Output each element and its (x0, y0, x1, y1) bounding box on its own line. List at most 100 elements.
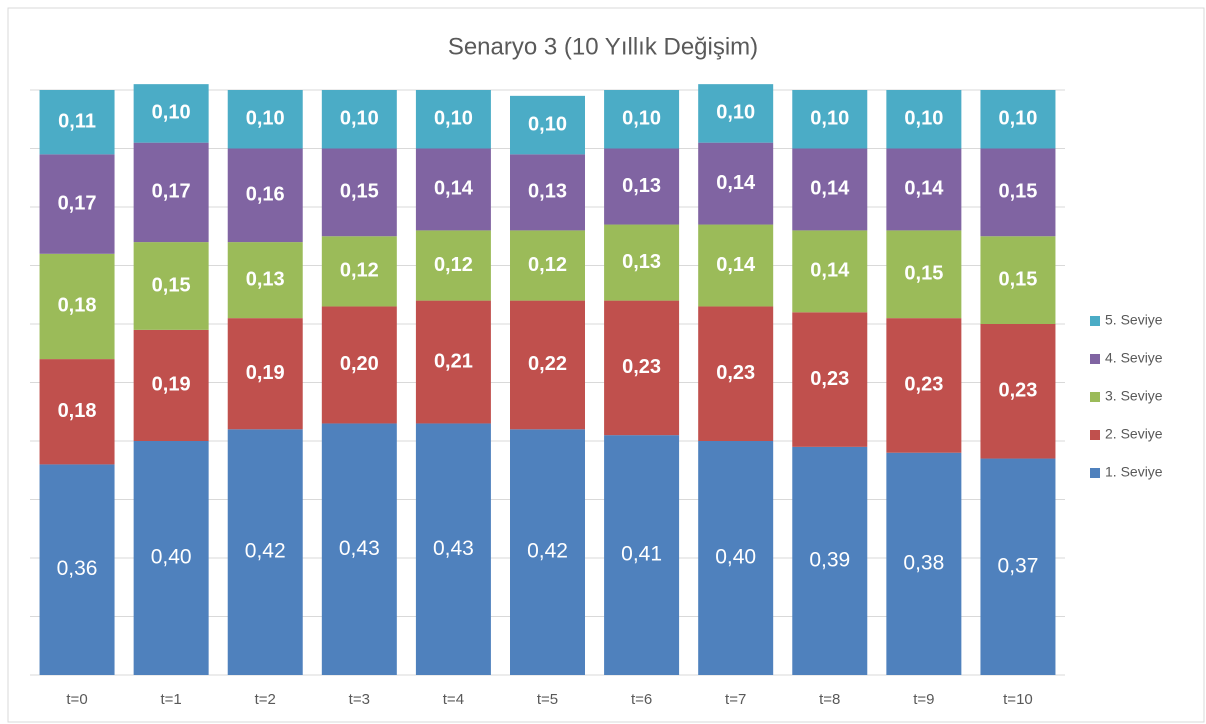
legend-swatch (1090, 430, 1100, 440)
data-label: 0,10 (622, 108, 661, 130)
bar-segment (604, 435, 680, 675)
legend-label: 1. Seviye (1105, 464, 1163, 480)
legend-label: 4. Seviye (1105, 350, 1163, 366)
bar-segment (321, 236, 397, 307)
data-label: 0,19 (246, 362, 285, 384)
data-label: 0,14 (810, 178, 850, 200)
x-tick-label: t=2 (255, 691, 276, 708)
bar-segment (133, 329, 209, 441)
legend-swatch (1090, 392, 1100, 402)
data-label: 0,21 (434, 350, 473, 372)
data-label: 0,43 (433, 537, 474, 560)
data-label: 0,10 (904, 108, 943, 130)
data-label: 0,14 (904, 178, 944, 200)
bar-segment (792, 148, 868, 231)
bar-segment (227, 318, 303, 430)
bar-segment (321, 90, 397, 149)
bar-segment (321, 306, 397, 424)
data-label: 0,37 (998, 554, 1039, 577)
bar-segment (980, 148, 1056, 237)
bar-segment (39, 253, 115, 360)
data-label: 0,14 (810, 260, 850, 282)
data-label: 0,18 (58, 400, 97, 422)
data-label: 0,40 (715, 546, 756, 569)
bar-segment (39, 90, 115, 155)
bar-segment (698, 441, 774, 675)
bar-segment (886, 452, 962, 675)
data-label: 0,11 (58, 110, 96, 132)
bar-segment (604, 224, 680, 301)
data-label: 0,39 (809, 548, 850, 571)
data-label: 0,17 (152, 181, 191, 203)
data-label: 0,19 (152, 374, 191, 396)
bar-segment (698, 306, 774, 441)
bar-segment (604, 300, 680, 436)
legend-label: 3. Seviye (1105, 388, 1163, 404)
bar-segment (133, 242, 209, 330)
data-label: 0,22 (528, 353, 567, 375)
bar-segment (39, 154, 115, 254)
bar-segment (604, 90, 680, 149)
x-tick-label: t=10 (1003, 691, 1033, 708)
data-label: 0,10 (716, 102, 755, 124)
data-label: 0,10 (810, 108, 849, 130)
bar-segment (39, 464, 115, 675)
data-label: 0,38 (903, 551, 944, 574)
bar-segment (510, 154, 585, 231)
chart-title: Senaryo 3 (10 Yıllık Değişim) (448, 33, 758, 60)
data-label: 0,14 (716, 254, 756, 276)
bar-segment (510, 230, 585, 301)
data-label: 0,10 (998, 108, 1037, 130)
data-label: 0,17 (58, 192, 97, 214)
data-label: 0,15 (998, 268, 1037, 290)
data-label: 0,13 (622, 175, 661, 197)
x-tick-label: t=6 (631, 691, 652, 708)
data-label: 0,36 (57, 557, 98, 580)
bar-segment (133, 142, 209, 243)
data-label: 0,10 (434, 108, 473, 130)
x-tick-label: t=9 (913, 691, 934, 708)
bar-segment (227, 90, 303, 149)
data-label: 0,18 (58, 295, 97, 317)
data-label: 0,23 (622, 356, 661, 378)
bar-segment (792, 90, 868, 149)
data-label: 0,12 (434, 254, 473, 276)
bar-segment (698, 224, 774, 307)
x-tick-label: t=8 (819, 691, 840, 708)
data-label: 0,23 (810, 368, 849, 390)
legend-swatch (1090, 316, 1100, 326)
data-label: 0,42 (245, 540, 286, 563)
data-label: 0,14 (716, 172, 756, 194)
data-label: 0,42 (527, 540, 568, 563)
legend-label: 5. Seviye (1105, 312, 1163, 328)
data-label: 0,10 (528, 113, 567, 135)
data-label: 0,10 (246, 108, 285, 130)
data-label: 0,10 (340, 108, 379, 130)
data-label: 0,15 (340, 181, 379, 203)
data-label: 0,15 (998, 181, 1037, 203)
data-label: 0,43 (339, 537, 380, 560)
data-label: 0,20 (340, 353, 379, 375)
x-tick-label: t=3 (349, 691, 370, 708)
bar-segment (980, 236, 1056, 324)
bar-segment (321, 148, 397, 237)
bar-segment (415, 90, 491, 149)
x-tick-label: t=7 (725, 691, 746, 708)
bar-segment (510, 95, 585, 155)
x-tick-label: t=0 (66, 691, 87, 708)
bar-segment (698, 142, 774, 225)
bar-segment (604, 148, 680, 225)
data-label: 0,12 (528, 254, 567, 276)
data-label: 0,10 (152, 102, 191, 124)
data-label: 0,13 (622, 251, 661, 273)
bar-segment (415, 230, 491, 301)
bar-segment (415, 423, 491, 675)
bar-segment (886, 148, 962, 231)
bar-segment (510, 429, 585, 675)
data-label: 0,23 (998, 380, 1037, 402)
data-label: 0,23 (716, 362, 755, 384)
legend-swatch (1090, 354, 1100, 364)
data-label: 0,16 (246, 184, 285, 206)
bar-segment (415, 300, 491, 424)
bar-segment (980, 90, 1056, 149)
